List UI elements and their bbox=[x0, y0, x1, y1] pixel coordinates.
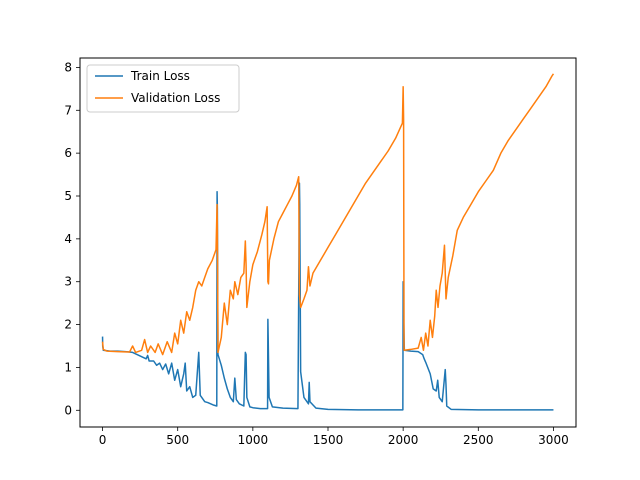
x-tick-label: 3000 bbox=[538, 433, 569, 447]
x-tick-label: 1000 bbox=[238, 433, 269, 447]
x-tick-label: 1500 bbox=[313, 433, 344, 447]
y-tick-label: 2 bbox=[64, 318, 72, 332]
legend-label-validation-loss: Validation Loss bbox=[131, 91, 220, 105]
x-tick-label: 500 bbox=[166, 433, 189, 447]
series-line-train-loss bbox=[101, 182, 554, 411]
x-tick-label: 2000 bbox=[388, 433, 419, 447]
legend-label-train-loss: Train Loss bbox=[130, 69, 190, 83]
legend-box bbox=[86, 64, 240, 113]
y-tick-label: 1 bbox=[64, 360, 72, 374]
x-tick-label: 0 bbox=[99, 433, 107, 447]
x-axis: 0 500 1000 1500 2000 2500 3000 bbox=[99, 427, 569, 447]
y-tick-label: 8 bbox=[64, 60, 72, 74]
series-line-validation-loss bbox=[101, 73, 555, 356]
y-tick-label: 7 bbox=[64, 103, 72, 117]
y-tick-label: 6 bbox=[64, 146, 72, 160]
y-tick-label: 3 bbox=[64, 275, 72, 289]
legend: Train Loss Validation Loss bbox=[86, 64, 240, 113]
series-layer bbox=[101, 73, 555, 411]
y-tick-label: 4 bbox=[64, 232, 72, 246]
y-tick-label: 5 bbox=[64, 189, 72, 203]
y-tick-label: 0 bbox=[64, 403, 72, 417]
y-axis: 0 1 2 3 4 5 6 7 8 bbox=[64, 60, 80, 417]
x-tick-label: 2500 bbox=[463, 433, 494, 447]
